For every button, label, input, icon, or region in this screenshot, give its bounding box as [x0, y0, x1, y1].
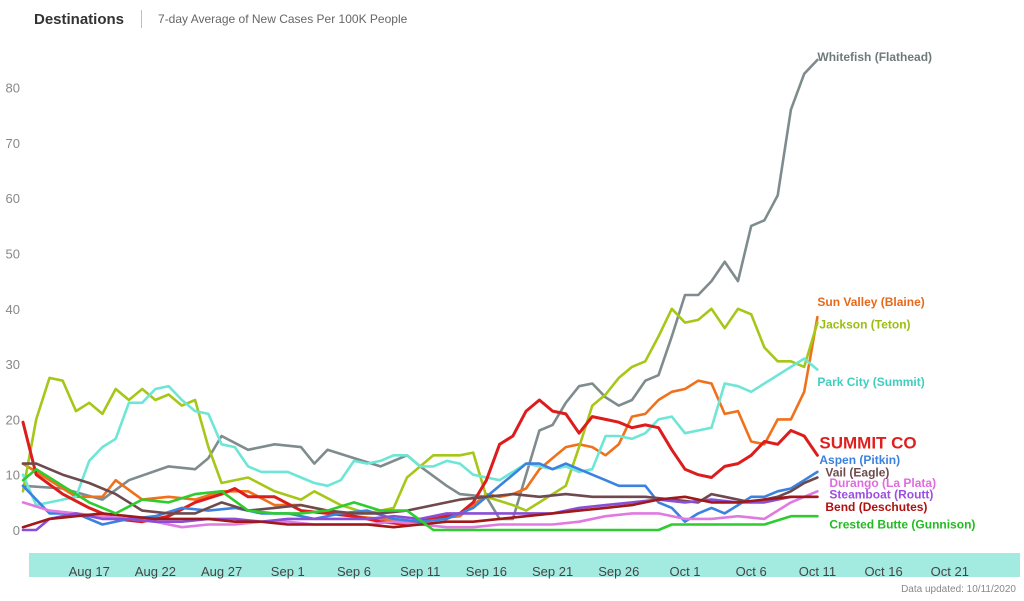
series-line-whitefish-flathead[interactable]	[21, 58, 819, 521]
series-line-sun-valley-blaine[interactable]	[21, 315, 819, 523]
series-line-aspen-pitkin[interactable]	[21, 462, 819, 526]
y-tick-label: 10	[6, 468, 20, 483]
x-tick-label: Sep 1	[271, 564, 305, 579]
series-line-steamboat-routt[interactable]	[21, 495, 819, 532]
y-tick-label: 40	[6, 302, 20, 317]
series-line-crested-butte-gunnison[interactable]	[21, 467, 819, 532]
x-tick-label: Aug 22	[135, 564, 176, 579]
x-tick-label: Oct 6	[736, 564, 767, 579]
x-axis-band-group: Aug 17 Aug 22 Aug 27 Sep 1 Sep 6 Sep 11 Sep 16…	[29, 553, 1020, 579]
y-tick-label: 0	[13, 523, 20, 538]
series-labels: Whitefish (Flathead) Sun Valley (Blaine) J…	[817, 50, 975, 531]
series-label-summit-co: SUMMIT CO	[819, 433, 916, 452]
y-tick-label: 50	[6, 247, 20, 262]
x-tick-label: Oct 11	[799, 564, 836, 579]
x-tick-label: Sep 16	[466, 564, 507, 579]
header-divider	[141, 10, 143, 28]
data-updated-note: Data updated: 10/11/2020	[901, 584, 1016, 595]
x-tick-label: Oct 1	[669, 564, 700, 579]
y-tick-label: 30	[6, 357, 20, 372]
chart-subtitle: 7-day Average of New Cases Per 100K Peop…	[158, 12, 408, 26]
series-line-bend-deschutes[interactable]	[21, 495, 819, 529]
x-tick-label: Oct 21	[931, 564, 969, 579]
y-tick-label: 80	[6, 81, 20, 96]
x-tick-label: Oct 16	[864, 564, 902, 579]
x-tick-label: Aug 17	[69, 564, 110, 579]
x-tick-label: Sep 11	[400, 564, 440, 579]
x-tick-label: Sep 6	[337, 564, 371, 579]
chart-header: Destinations 7-day Average of New Cases …	[34, 7, 407, 31]
series-label-whitefish-flathead: Whitefish (Flathead)	[817, 50, 932, 64]
series-label-aspen-pitkin: Aspen (Pitkin)	[819, 453, 900, 467]
series-label-jackson-teton: Jackson (Teton)	[819, 317, 910, 331]
series-label-park-city-summit: Park City (Summit)	[817, 375, 924, 389]
series-line-summit-co[interactable]	[21, 398, 819, 526]
x-tick-label: Sep 21	[532, 564, 573, 579]
series-label-vail-eagle: Vail (Eagle)	[825, 465, 889, 479]
chart-title: Destinations	[34, 10, 125, 28]
series-line-jackson-teton[interactable]	[21, 307, 819, 515]
x-axis-band	[29, 553, 1020, 577]
y-tick-label: 20	[6, 412, 20, 427]
series-line-park-city-summit[interactable]	[21, 357, 819, 507]
series-label-durango-la-plata: Durango (La Plata)	[829, 476, 936, 490]
series-lines	[21, 58, 819, 532]
y-tick-label: 60	[6, 191, 20, 206]
y-axis-ticks: 0 10 20 30 40 50 60 70 80	[6, 81, 20, 538]
series-line-vail-eagle[interactable]	[21, 462, 819, 515]
y-tick-label: 70	[6, 136, 20, 151]
x-tick-label: Aug 27	[201, 564, 242, 579]
x-tick-label: Sep 26	[598, 564, 639, 579]
series-label-crested-butte-gunnison: Crested Butte (Gunnison)	[829, 517, 975, 531]
series-label-sun-valley-blaine: Sun Valley (Blaine)	[817, 295, 924, 309]
series-label-steamboat-routt: Steamboat (Routt)	[829, 488, 933, 502]
series-label-bend-deschutes: Bend (Deschutes)	[825, 500, 927, 514]
